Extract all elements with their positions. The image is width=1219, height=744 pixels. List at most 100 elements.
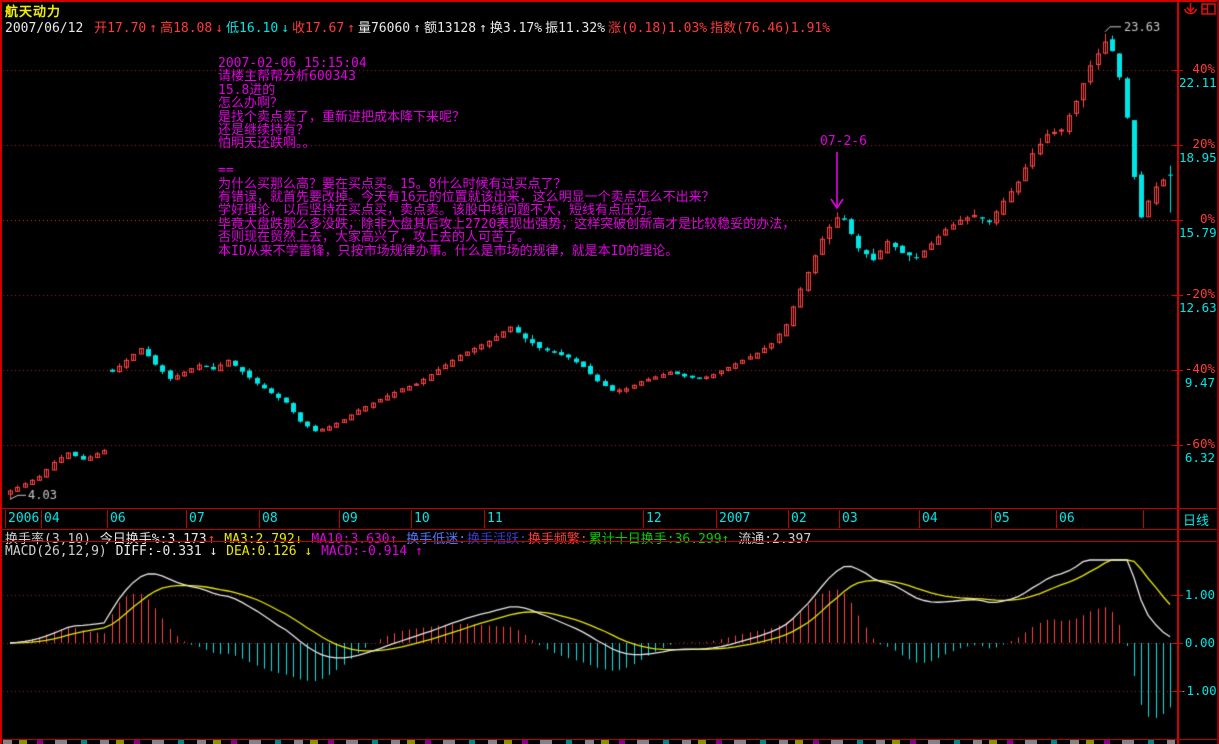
bottom-separator (0, 739, 1217, 740)
axis-tick (1172, 643, 1183, 644)
annotation-line: 为什么买那么高？要在买点买。15。8什么时候有过买点了？ (218, 176, 567, 192)
month-tick (839, 510, 840, 528)
window-border-left (0, 0, 2, 744)
quote-field: 振11.32% (545, 21, 606, 36)
quote-field: 额13128 (423, 21, 477, 36)
turnover-field: 累计十日换手:36.299↑ (588, 532, 738, 547)
macd-axis-label: 1.00 (1184, 587, 1215, 602)
turnover-field: MA10:3.630↑ (311, 532, 406, 547)
quote-field: 收17.67 (292, 21, 345, 36)
annotation-line: 2007-02-06 15:15:04 (218, 56, 367, 71)
date-marker-label: 07-2-6 (820, 134, 867, 149)
macd-field: DIFF:-0.331 ↓ (115, 544, 226, 559)
month-tick (919, 510, 920, 528)
axis-price-label: 6.32 (1184, 450, 1215, 465)
annotation-line: 15.8进的 (218, 82, 276, 98)
axis-label-pair: 0% 15.79 (1179, 212, 1217, 240)
turnover-field: ↑ (207, 532, 224, 547)
period-label: 日线 (1183, 514, 1210, 529)
candlestick-chart-canvas[interactable] (0, 16, 1177, 508)
month-tick (1056, 510, 1057, 528)
quote-field: 指数(76.46)1.91% (710, 21, 831, 36)
macd-field: DEA:0.126 ↓ (226, 544, 321, 559)
window-grid-icon[interactable] (1201, 2, 1217, 16)
month-tick-label: 02 (791, 511, 807, 526)
annotation-line: 怎么办啊？ (218, 96, 284, 112)
window-border-top (0, 0, 1219, 2)
month-tick (411, 510, 412, 528)
annotation-line: 本ID从来不学雷锋，只按市场规律办事。什么是市场的规律，就是本ID的理论。 (218, 243, 679, 259)
anchor-down-icon[interactable] (1183, 2, 1198, 16)
month-tick-label: 2006 (8, 511, 40, 526)
month-tick (716, 510, 717, 528)
toolbar-icons[interactable] (1183, 2, 1217, 16)
month-tick (339, 510, 340, 528)
change-arrow-icon: ↑ (149, 21, 158, 36)
month-tick (5, 510, 6, 528)
annotation-line: 请楼主帮帮分析600343 (218, 69, 356, 85)
annotation-line: 怕明天还跌啊。。 (218, 136, 316, 152)
annotation-line: 有错误，就首先要改掉。今天有16元的位置就该出来，这么明显一个卖点怎么不出来？ (218, 190, 715, 206)
change-arrow-icon: ↓ (215, 21, 224, 36)
axis-tick (1172, 595, 1183, 596)
axis-tick (1172, 295, 1183, 296)
macd-indicator-row[interactable]: MACD(26,12,9) DIFF:-0.331 ↓ DEA:0.126 ↓ … (5, 544, 424, 559)
month-tick-label: 09 (342, 511, 358, 526)
month-tick (484, 510, 485, 528)
change-arrow-icon: ↑ (413, 21, 421, 36)
quote-field: 开17.70 (94, 21, 147, 36)
macd-chart-canvas[interactable] (0, 556, 1177, 738)
month-tick (991, 510, 992, 528)
axis-column-separator (1177, 0, 1179, 744)
macd-axis-label: 0.00 (1184, 635, 1215, 650)
quote-field: 量76060 (357, 21, 411, 36)
month-tick-label: 10 (414, 511, 430, 526)
annotation-line (218, 151, 795, 164)
turnover-field: MA3:2.792↓ (224, 532, 311, 547)
row-separator (0, 541, 1217, 542)
month-tick-label: 2007 (719, 511, 751, 526)
axis-label-pair: -60% 6.32 (1179, 437, 1215, 465)
turnover-indicator-row[interactable]: 换手率(3,10) 今日换手%:3.173↑ MA3:2.792↓ MA10:3… (5, 528, 812, 547)
axis-percent-label: -40% (1184, 361, 1215, 376)
axis-percent-label: -20% (1184, 286, 1215, 301)
turnover-field: 换手频繁: (527, 532, 588, 547)
quote-field: 低16.10 (226, 21, 279, 36)
macd-axis-label: -1.00 (1179, 683, 1217, 698)
month-tick (1143, 510, 1144, 528)
change-arrow-icon: ↑ (479, 21, 487, 36)
annotation-line: 还是继续持有？ (218, 123, 310, 139)
axis-tick (1172, 220, 1183, 221)
axis-tick (1172, 145, 1183, 146)
month-tick-label: 07 (189, 511, 205, 526)
axis-percent-label: -60% (1184, 436, 1215, 451)
axis-tick (1172, 370, 1183, 371)
annotation-text-block: 2007-02-06 15:15:04 请楼主帮帮分析600343 15.8进的 怎么… (218, 56, 796, 259)
clipped-next-row (3, 740, 1175, 744)
axis-price-label: 9.47 (1184, 375, 1215, 390)
axis-price-label: 12.63 (1179, 300, 1217, 315)
axis-label-pair: 20% 18.95 (1179, 136, 1217, 165)
quote-field: 高18.08 (160, 21, 213, 36)
axis-percent-label: 20% (1192, 136, 1215, 151)
turnover-field: 换手低迷: (406, 532, 467, 547)
axis-tick (1172, 445, 1183, 446)
month-tick (186, 510, 187, 528)
date-axis[interactable]: 2006 04 06 07 08 09 10 11 12 2007 02 03 04 05 06 (0, 508, 1217, 530)
stock-name: 航天动力 (5, 5, 62, 20)
annotation-line: == (218, 163, 234, 179)
month-tick (259, 510, 260, 528)
change-arrow-icon: ↓ (281, 21, 290, 36)
month-tick (788, 510, 789, 528)
annotation-line: 毕竟大盘跌那么多没跌，除非大盘其后攻上2720表现出强势，这样突破创新高才是比较… (218, 216, 796, 232)
turnover-field: 换手率(3,10) (5, 532, 99, 547)
month-tick-label: 03 (842, 511, 858, 526)
axis-label-pair: -20% 12.63 (1179, 286, 1217, 315)
axis-price-label: 18.95 (1179, 150, 1217, 165)
quote-info-bar: 2007/06/12 开17.70 ↑ 高18.08 ↓ 低16.10 ↓ 收17.67 ↑ 量… (5, 17, 833, 36)
macd-field: MACD:-0.914 ↑ (321, 544, 423, 559)
axis-price-label: 22.11 (1179, 75, 1217, 90)
axis-tick (1172, 691, 1183, 692)
month-tick-label: 05 (994, 511, 1010, 526)
